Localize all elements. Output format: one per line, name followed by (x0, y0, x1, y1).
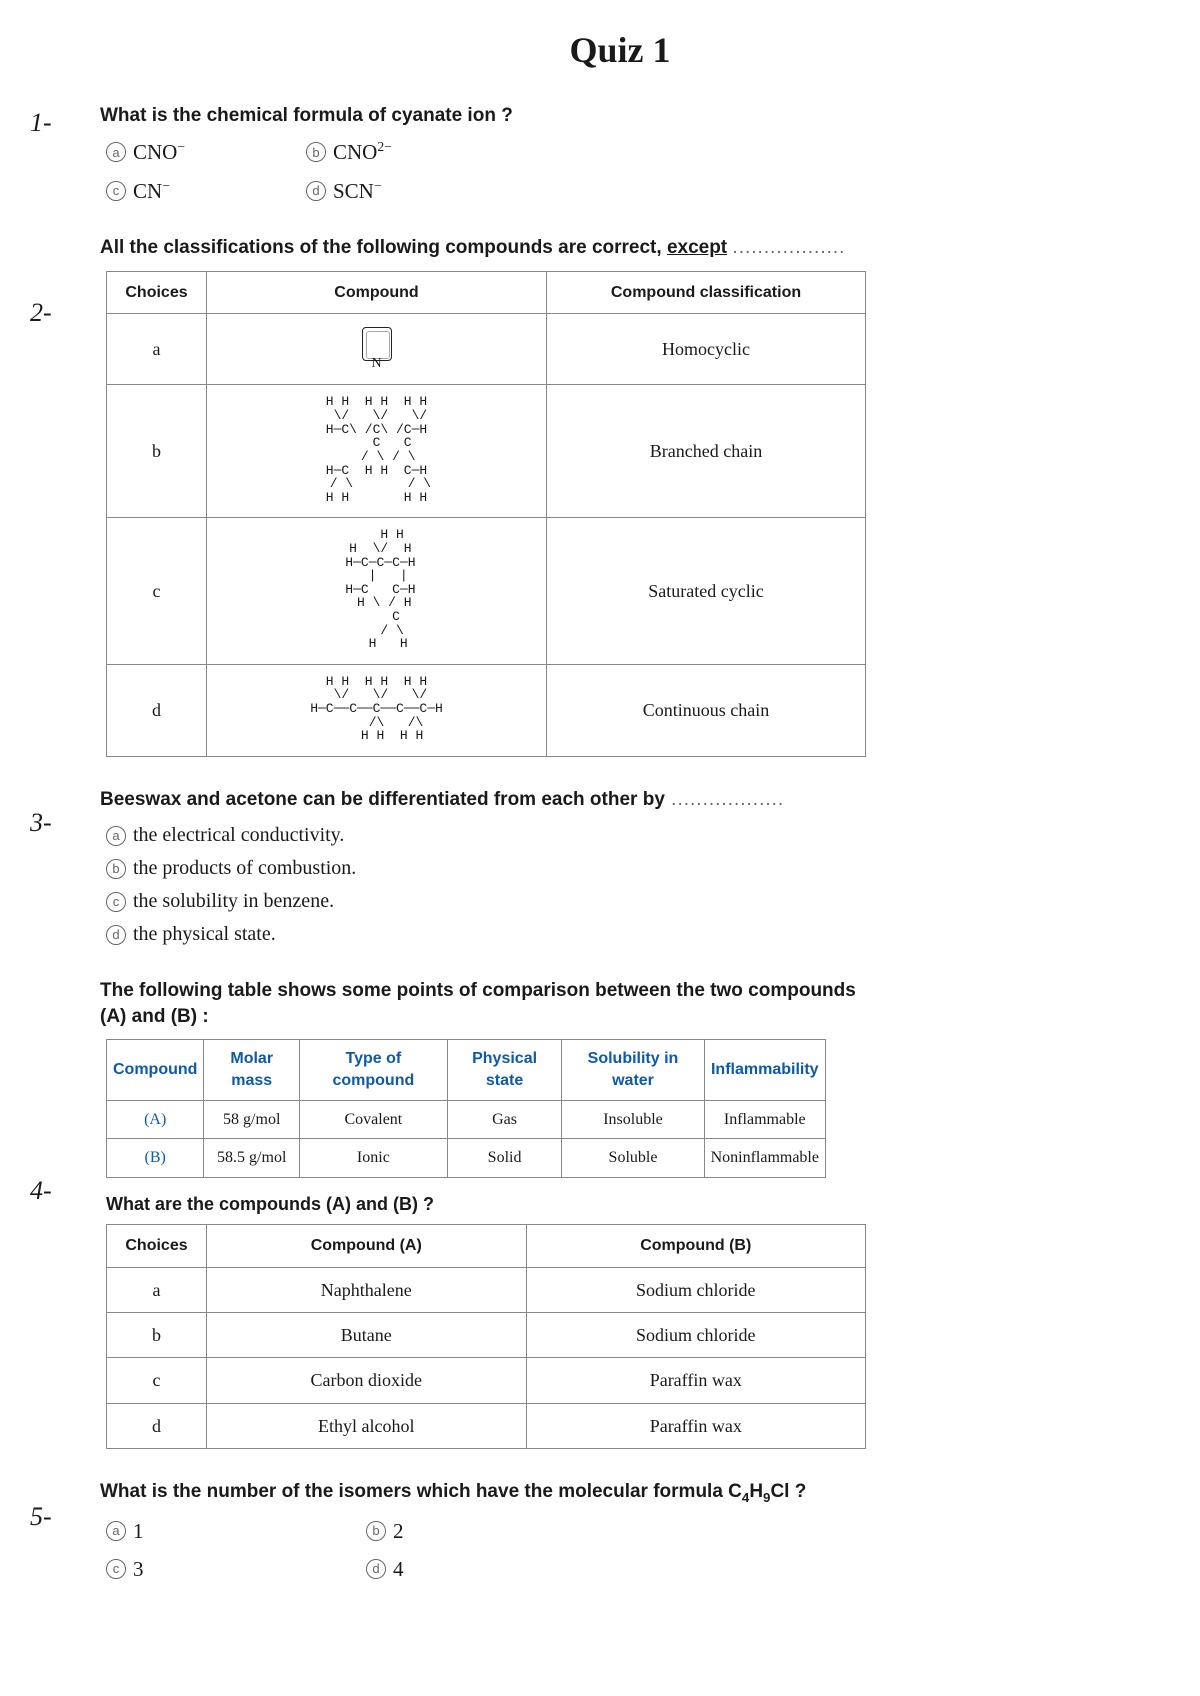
quiz-title: Quiz 1 (100, 26, 1140, 75)
option-label: b (366, 1521, 386, 1541)
table-row[interactable]: c Carbon dioxide Paraffin wax (107, 1358, 866, 1403)
classification-table: Choices Compound Compound classification… (106, 271, 866, 757)
col-compound-b: Compound (B) (526, 1225, 865, 1268)
option-a[interactable]: a CNO− (106, 138, 306, 166)
option-label: c (153, 581, 161, 601)
option-label: c (106, 892, 126, 912)
option-label: a (153, 339, 161, 359)
table-row[interactable]: a Naphthalene Sodium chloride (107, 1267, 866, 1312)
option-label: d (306, 181, 326, 201)
table-row[interactable]: c H H H \/ H H─C─C─C─H | | H─C C─H H \ /… (107, 518, 866, 664)
question-1: 1- What is the chemical formula of cyana… (100, 103, 1140, 205)
option-b[interactable]: b the products of combustion. (106, 855, 1140, 882)
classification-cell: Saturated cyclic (547, 518, 866, 664)
table-row[interactable]: a N Homocyclic (107, 314, 866, 385)
col-compound: Compound (207, 271, 547, 314)
option-label: b (152, 441, 161, 461)
question-number: 4- (30, 1173, 52, 1208)
compound-cell: H H H H H H \/ \/ \/ H─C──C──C──C──C─H /… (207, 664, 547, 756)
col-choices: Choices (107, 271, 207, 314)
question-intro: The following table shows some points of… (100, 978, 1140, 1029)
compound-cell: H H H \/ H H─C─C─C─H | | H─C C─H H \ / H… (207, 518, 547, 664)
option-text: 4 (393, 1555, 404, 1583)
question-number: 1- (30, 105, 52, 140)
col-solubility: Solubility in water (562, 1040, 704, 1100)
option-label: d (366, 1559, 386, 1579)
option-d[interactable]: d 4 (366, 1555, 626, 1583)
option-text: CN− (133, 177, 170, 205)
pyridine-icon: N (352, 324, 402, 368)
properties-table: Compound Molar mass Type of compound Phy… (106, 1039, 826, 1177)
question-number: 3- (30, 805, 52, 840)
question-number: 2- (30, 295, 52, 330)
option-label: c (106, 181, 126, 201)
option-label: a (106, 1521, 126, 1541)
option-label: b (152, 1325, 161, 1345)
classification-cell: Branched chain (547, 385, 866, 518)
option-b[interactable]: b 2 (366, 1517, 626, 1545)
option-label: a (153, 1280, 161, 1300)
blank-dots (732, 237, 845, 258)
question-4: 4- The following table shows some points… (100, 978, 1140, 1449)
option-text: 3 (133, 1555, 144, 1583)
option-d[interactable]: d SCN− (306, 177, 566, 205)
answers-table: Choices Compound (A) Compound (B) a Naph… (106, 1224, 866, 1449)
table-row[interactable]: d H H H H H H \/ \/ \/ H─C──C──C──C──C─H… (107, 664, 866, 756)
question-stem: What is the number of the isomers which … (100, 1479, 1140, 1507)
col-type: Type of compound (300, 1040, 448, 1100)
col-classification: Compound classification (547, 271, 866, 314)
compound-cell: N (207, 314, 547, 385)
option-label: b (106, 859, 126, 879)
question-number: 5- (30, 1499, 52, 1534)
option-text: the electrical conductivity. (133, 822, 344, 849)
classification-cell: Homocyclic (547, 314, 866, 385)
col-compound: Compound (107, 1040, 204, 1100)
question-2: 2- All the classifications of the follow… (100, 235, 1140, 757)
option-d[interactable]: d the physical state. (106, 921, 1140, 948)
table-row: (B) 58.5 g/mol Ionic Solid Soluble Nonin… (107, 1139, 826, 1178)
question-stem: What is the chemical formula of cyanate … (100, 103, 1140, 129)
option-text: CNO− (133, 138, 185, 166)
option-a[interactable]: a 1 (106, 1517, 366, 1545)
col-state: Physical state (447, 1040, 562, 1100)
sub-question: What are the compounds (A) and (B) ? (106, 1192, 1140, 1216)
table-row: (A) 58 g/mol Covalent Gas Insoluble Infl… (107, 1100, 826, 1139)
option-text: the physical state. (133, 921, 276, 948)
option-label: c (153, 1370, 161, 1390)
blank-dots (665, 789, 784, 810)
option-c[interactable]: c CN− (106, 177, 306, 205)
option-label: d (152, 700, 161, 720)
option-label: d (106, 925, 126, 945)
option-text: 1 (133, 1517, 144, 1545)
classification-cell: Continuous chain (547, 664, 866, 756)
table-row[interactable]: d Ethyl alcohol Paraffin wax (107, 1403, 866, 1448)
option-b[interactable]: b CNO2− (306, 138, 566, 166)
table-row[interactable]: b Butane Sodium chloride (107, 1313, 866, 1358)
option-c[interactable]: c 3 (106, 1555, 366, 1583)
table-row[interactable]: b H H H H H H \/ \/ \/ H─C\ /C\ /C─H C C… (107, 385, 866, 518)
col-inflammability: Inflammability (704, 1040, 825, 1100)
option-a[interactable]: a the electrical conductivity. (106, 822, 1140, 849)
option-text: SCN− (333, 177, 382, 205)
option-label: a (106, 826, 126, 846)
question-stem: Beeswax and acetone can be differentiate… (100, 787, 1140, 813)
compound-cell: H H H H H H \/ \/ \/ H─C\ /C\ /C─H C C /… (207, 385, 547, 518)
option-label: a (106, 142, 126, 162)
option-text: the products of combustion. (133, 855, 356, 882)
col-mass: Molar mass (204, 1040, 300, 1100)
option-text: the solubility in benzene. (133, 888, 334, 915)
col-choices: Choices (107, 1225, 207, 1268)
col-compound-a: Compound (A) (207, 1225, 527, 1268)
option-label: b (306, 142, 326, 162)
question-3: 3- Beeswax and acetone can be differenti… (100, 787, 1140, 949)
option-text: CNO2− (333, 138, 392, 166)
option-label: c (106, 1559, 126, 1579)
question-5: 5- What is the number of the isomers whi… (100, 1479, 1140, 1583)
option-c[interactable]: c the solubility in benzene. (106, 888, 1140, 915)
option-text: 2 (393, 1517, 404, 1545)
question-stem: All the classifications of the following… (100, 235, 1140, 261)
option-label: d (152, 1416, 161, 1436)
